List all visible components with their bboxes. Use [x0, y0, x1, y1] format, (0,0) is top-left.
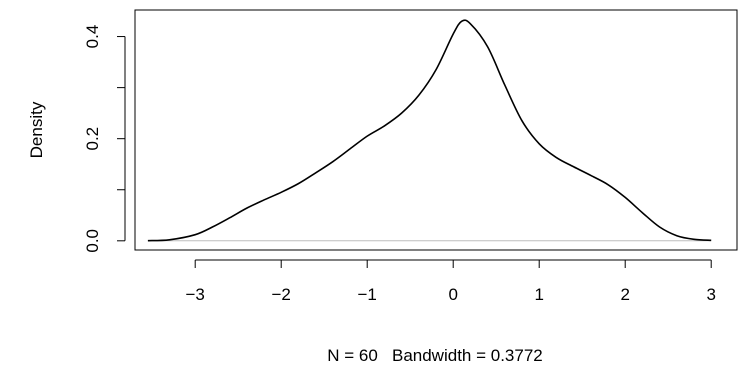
x-axis-label: N = 60 Bandwidth = 0.3772: [327, 346, 543, 365]
y-tick-label: 0.4: [83, 25, 102, 49]
y-tick-label: 0.2: [83, 127, 102, 151]
x-tick-label: 3: [706, 285, 715, 304]
x-tick-label: −1: [358, 285, 377, 304]
x-tick-label: 1: [534, 285, 543, 304]
density-curve: [147, 19, 712, 242]
y-axis: 0.0 0.2 0.4: [83, 25, 126, 253]
x-tick-label: 0: [448, 285, 457, 304]
x-tick-label: 2: [620, 285, 629, 304]
y-axis-label: Density: [27, 101, 46, 158]
x-tick-label: −3: [186, 285, 205, 304]
y-tick-label: 0.0: [83, 229, 102, 253]
x-axis: −3 −2 −1 0 1 2 3: [186, 259, 716, 304]
x-tick-label: −2: [272, 285, 291, 304]
plot-frame: [134, 9, 738, 251]
